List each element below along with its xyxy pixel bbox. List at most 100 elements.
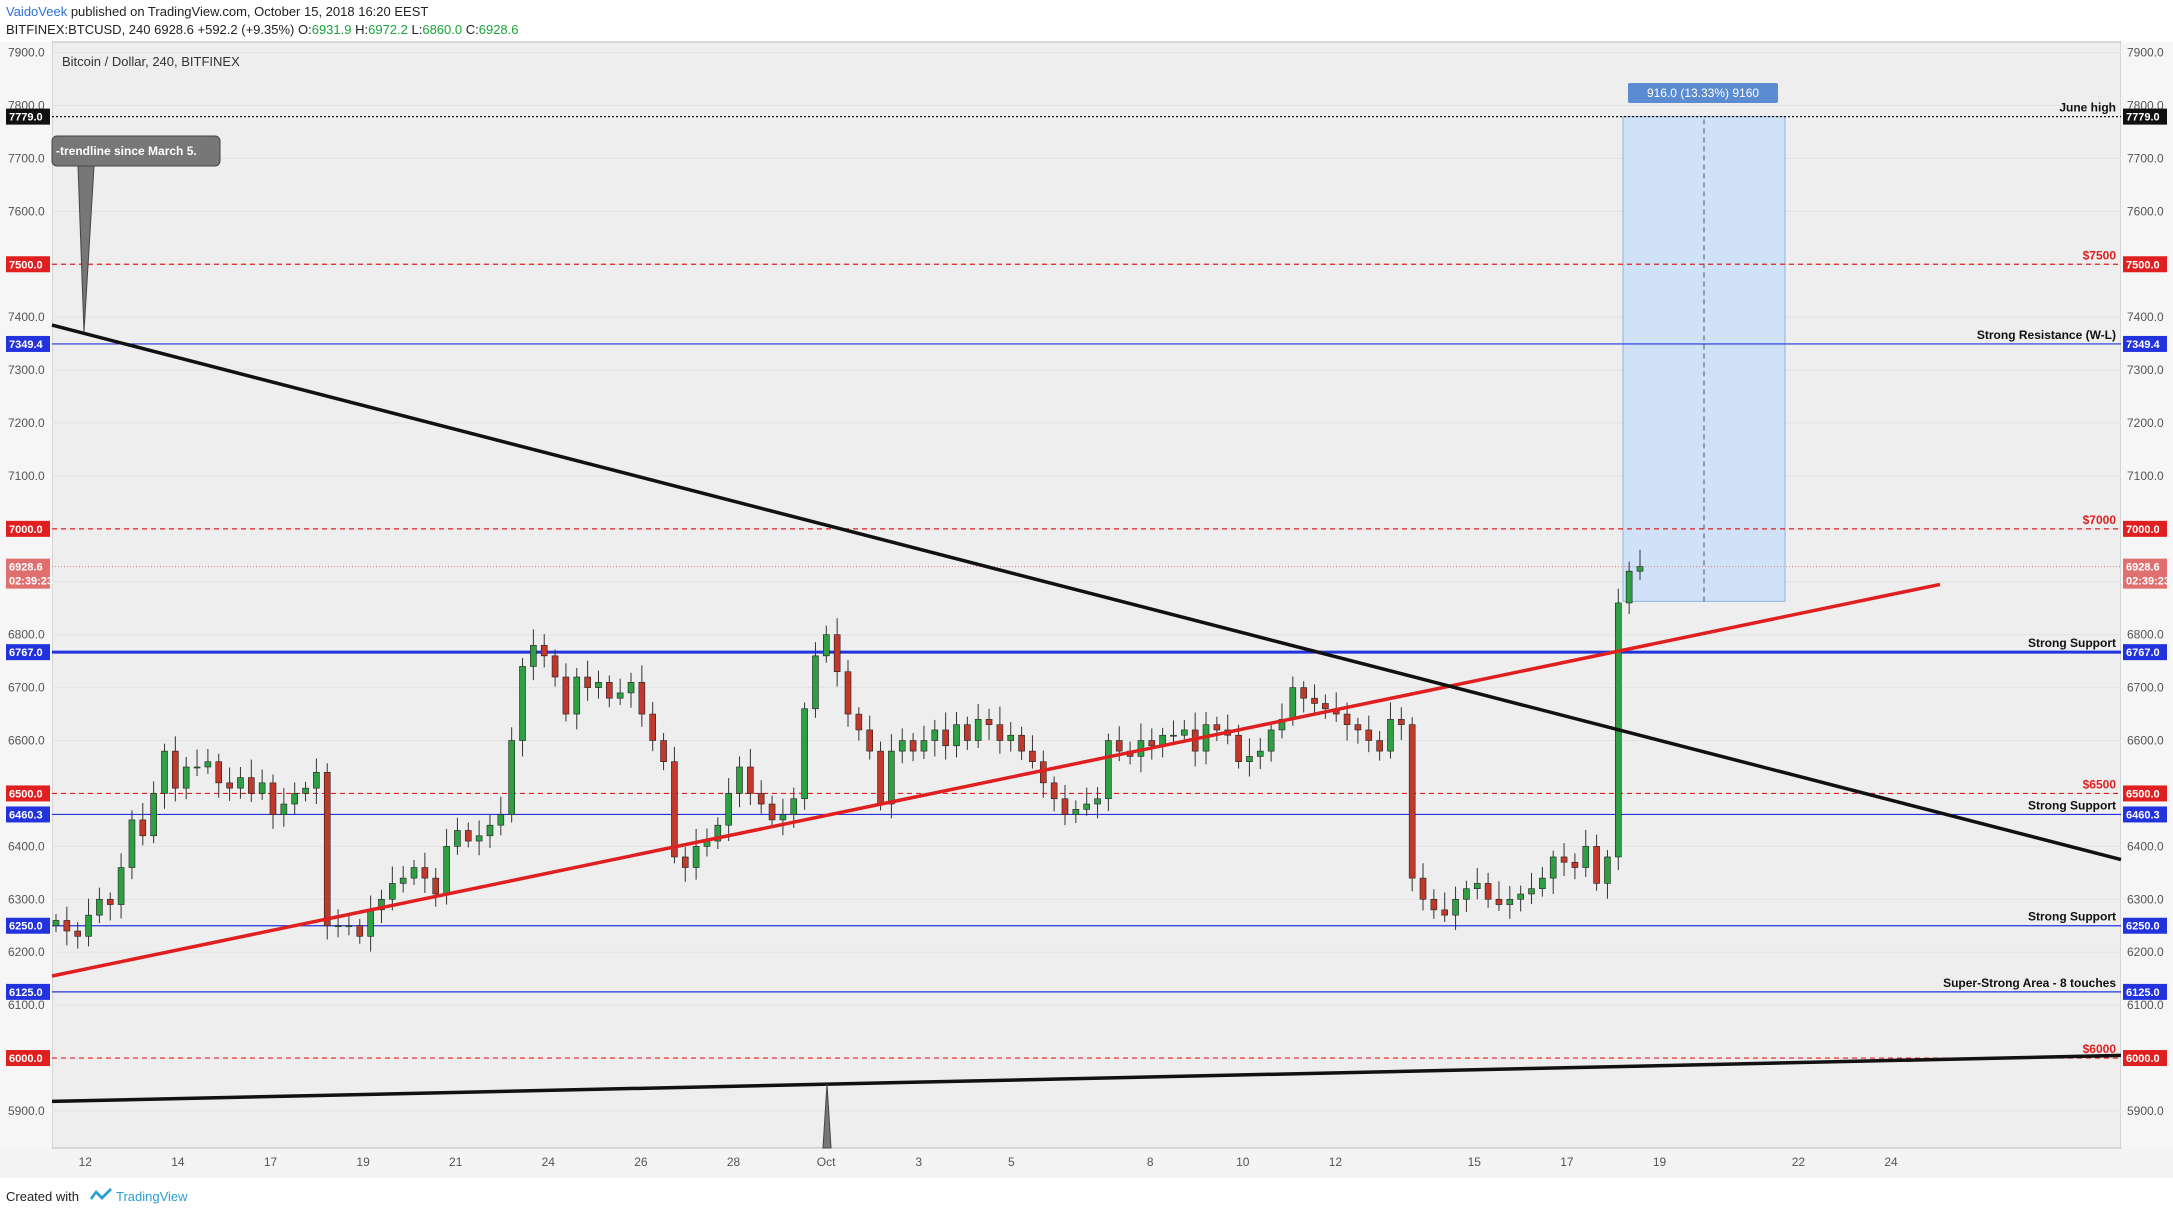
- candle-body: [421, 867, 429, 879]
- y-tick-label-right: 6400.0: [2127, 839, 2164, 853]
- long-term-support-line: [51, 1053, 2122, 1104]
- x-tick-label: 24: [542, 1155, 556, 1169]
- level-label: Strong Support: [2028, 636, 2116, 650]
- candle-body: [345, 925, 353, 928]
- price-label-left: 6250.0: [9, 921, 43, 933]
- price-label-right: 6000.0: [2126, 1053, 2160, 1065]
- x-tick-label: 22: [1792, 1155, 1806, 1169]
- candle-body: [226, 782, 233, 789]
- level-layer: June high $7500 Strong Resistance (W-L) $70…: [52, 101, 2121, 1059]
- candle-body: [1072, 809, 1080, 815]
- price-label-right-bg: [2123, 806, 2167, 823]
- candle-body: [779, 814, 787, 821]
- candle-body: [63, 920, 71, 932]
- chart-canvas[interactable]: Bitcoin / Dollar, 240, BITFINEX 916.0 (1…: [0, 0, 2173, 1178]
- grid-layer: [52, 52, 2121, 1112]
- candle-body: [714, 824, 722, 842]
- x-tick-label: 24: [1884, 1155, 1898, 1169]
- candle-body: [1105, 740, 1112, 800]
- y-tick-label-right: 6600.0: [2127, 734, 2164, 748]
- x-tick-label: 3: [915, 1155, 922, 1169]
- candle-body: [1463, 888, 1470, 900]
- candle-body: [888, 750, 895, 805]
- x-tick-label: 19: [356, 1155, 370, 1169]
- callout-pointer: [77, 165, 95, 333]
- candle-body: [1398, 719, 1405, 725]
- price-label-right: 7000.0: [2126, 524, 2160, 536]
- callout-layer: -trendline since March 5.: [51, 135, 832, 1149]
- candle-body: [920, 740, 928, 752]
- price-label-left: 7500.0: [9, 259, 43, 271]
- candle-body: [1539, 877, 1546, 889]
- level-label: Strong Support: [2028, 910, 2116, 924]
- measure-box: [1622, 116, 1786, 602]
- candle-body: [1441, 909, 1449, 916]
- chart-header: VaidoVeek published on TradingView.com, …: [0, 0, 2173, 42]
- pane-title: Bitcoin / Dollar, 240, BITFINEX: [62, 54, 240, 69]
- candle-body: [497, 814, 505, 826]
- price-label-left: 6000.0: [9, 1053, 43, 1065]
- price-label-left: 6500.0: [9, 788, 43, 800]
- measure-layer: 916.0 (13.33%) 9160: [1622, 83, 1786, 602]
- measure-label: 916.0 (13.33%) 9160: [1647, 86, 1759, 100]
- candle-body: [1560, 856, 1568, 863]
- candle-body: [606, 682, 613, 699]
- tradingview-brand-link[interactable]: TradingView: [116, 1189, 188, 1204]
- candle-body: [1571, 861, 1579, 868]
- measure-label-bg: [1628, 83, 1778, 103]
- ohlc-close: 6928.6: [478, 22, 519, 37]
- price-label-left-bg: [6, 256, 50, 273]
- x-tick-label: 17: [1560, 1155, 1574, 1169]
- author-link[interactable]: VaidoVeek: [6, 4, 68, 19]
- candle-body: [269, 782, 277, 815]
- tradingview-logo-icon[interactable]: [88, 1186, 114, 1202]
- ohlc-low: 6860.0: [422, 22, 463, 37]
- candle-body: [106, 898, 114, 905]
- level-label: $7000: [2083, 513, 2117, 527]
- x-tick-label: Oct: [817, 1155, 836, 1169]
- candle-body: [1528, 888, 1535, 895]
- candle-body: [638, 682, 646, 715]
- candle-body: [866, 729, 873, 752]
- price-label-right: 7349.4: [2126, 339, 2161, 351]
- current-price-label-bg-left: [6, 558, 50, 589]
- price-label-left: 6125.0: [9, 987, 43, 999]
- footer: Created with TradingView: [0, 1178, 2173, 1210]
- x-tick-label: 5: [1008, 1155, 1015, 1169]
- x-tick-label: 10: [1236, 1155, 1250, 1169]
- price-label-right: 7500.0: [2126, 259, 2160, 271]
- candle-body: [161, 750, 168, 794]
- price-label-right-bg: [2123, 785, 2167, 802]
- candle-body: [508, 740, 515, 815]
- y-tick-label-left: 6200.0: [8, 945, 45, 959]
- candle-body: [1430, 898, 1438, 911]
- candle-body: [182, 766, 190, 789]
- candle-body: [1148, 740, 1156, 747]
- candle-body: [1506, 898, 1514, 905]
- candle-body: [280, 803, 288, 815]
- y-tick-label-left: 6100.0: [8, 998, 45, 1012]
- candle-body: [117, 867, 125, 905]
- price-label-right: 7779.0: [2126, 112, 2160, 124]
- candle-body: [1408, 724, 1416, 879]
- price-label-left-bg: [6, 983, 50, 1000]
- candle-body: [573, 676, 581, 715]
- ascending-trendline: [51, 582, 1941, 978]
- candle-body: [747, 766, 754, 794]
- price-change: +592.2 (+9.35%): [197, 22, 295, 37]
- candle-body: [1050, 782, 1058, 800]
- candle-body: [258, 782, 266, 794]
- candle-body: [757, 793, 765, 805]
- x-tick-label: 12: [79, 1155, 93, 1169]
- price-label-left-bg: [6, 917, 50, 934]
- candle-body: [1625, 570, 1633, 604]
- price-label-left: 6460.3: [9, 809, 43, 821]
- symbol-label: BITFINEX:BTCUSD, 240: [6, 22, 151, 37]
- candle-body: [909, 740, 917, 752]
- candle-body: [985, 719, 993, 725]
- level-label: Strong Support: [2028, 798, 2116, 812]
- bottom-marker-spike: [822, 1083, 832, 1149]
- candle-body: [237, 777, 244, 789]
- price-label-right-bg: [2123, 1050, 2167, 1067]
